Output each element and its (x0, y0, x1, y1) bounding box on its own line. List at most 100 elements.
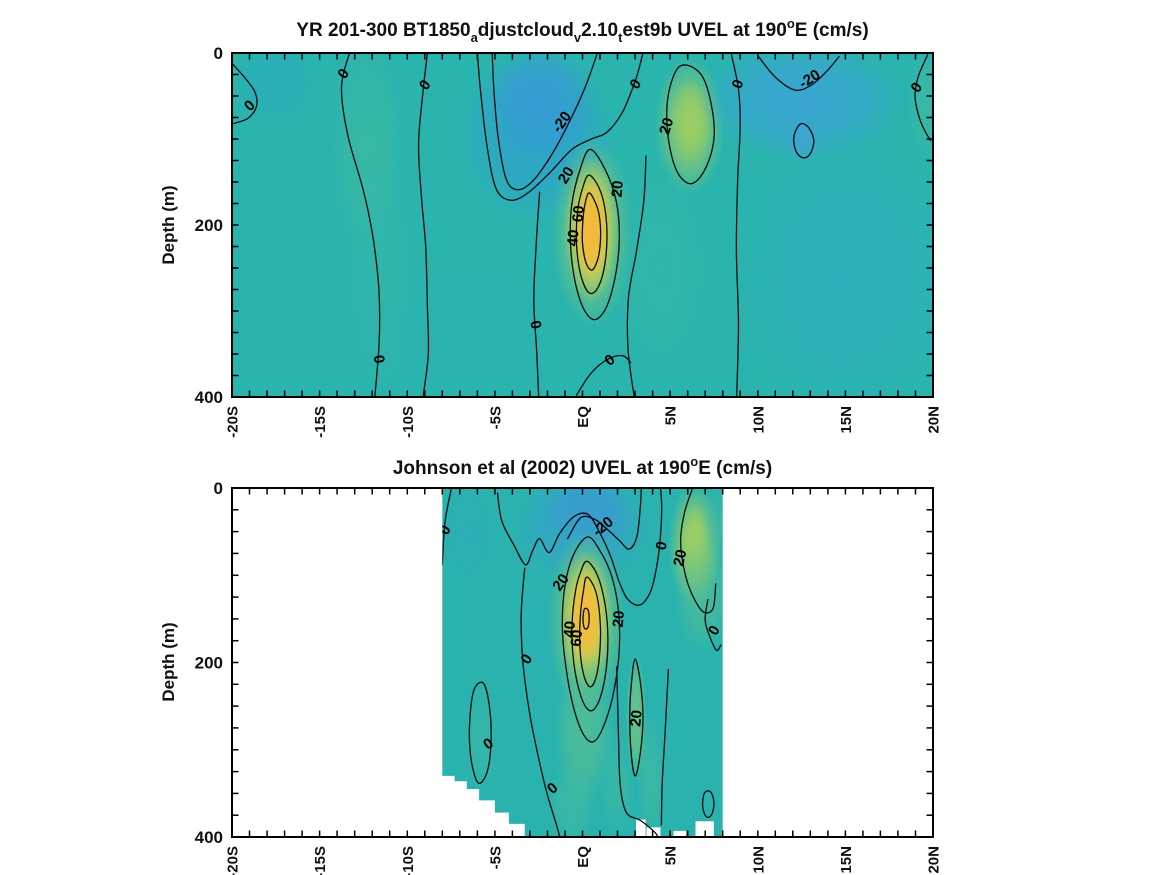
x-tick-label: EQ (575, 406, 592, 428)
contour-label: 20 (670, 548, 690, 568)
contour-line-level-20 (561, 536, 621, 743)
x-tick-label: -15S (312, 846, 329, 875)
contour-label: 40 (561, 620, 579, 638)
x-tick-label: EQ (575, 846, 592, 868)
contour-line-level--20 (793, 122, 815, 159)
contour-label: 20 (555, 164, 578, 187)
y-axis-label-top: Depth (m) (159, 185, 178, 264)
contour-line-level-0 (442, 489, 452, 566)
contour-line-level-60 (581, 192, 602, 271)
y-tick-label: 200 (195, 654, 223, 673)
contour-line-level-40 (575, 174, 608, 295)
y-tick-label: 0 (214, 479, 223, 498)
contour-line-level-0 (730, 54, 741, 396)
x-tick-label: 20N (926, 406, 943, 434)
x-tick-label: -20S (225, 406, 242, 438)
color-field-blob (731, 130, 933, 397)
contour-label: 60 (569, 205, 587, 223)
color-field-blob (608, 156, 715, 380)
contour-line-level-0 (660, 668, 670, 826)
contour-label: 20 (656, 116, 677, 137)
color-field-blob (701, 488, 723, 558)
color-field-blob (466, 684, 496, 790)
missing-data-gap (646, 827, 661, 837)
x-tick-label: -10S (400, 406, 417, 438)
color-field-blob (442, 488, 501, 593)
color-field-blob (673, 531, 723, 654)
contour-line-level-0 (533, 191, 541, 397)
y-tick-label: 0 (214, 44, 223, 63)
color-field-blob (232, 53, 322, 127)
contour-line-level-0 (626, 155, 647, 397)
color-field-blob (573, 177, 609, 281)
missing-data-gap (695, 821, 714, 837)
contour-label: 40 (564, 229, 582, 247)
contour-label: 20 (549, 571, 572, 594)
x-tick-label: -10S (400, 846, 417, 875)
contour-line-level-0 (340, 53, 381, 397)
contour-line-level-0 (496, 488, 663, 606)
color-field-blob (649, 680, 692, 820)
contour-line-level-0 (616, 666, 659, 837)
color-field-blob (381, 259, 557, 397)
contour-label: 60 (568, 629, 586, 647)
contour-line-level-60 (578, 576, 602, 688)
contour-line-level-20 (629, 658, 644, 777)
contour-line-level-0 (914, 54, 932, 142)
y-tick-label: 200 (195, 216, 223, 235)
x-tick-label: 10N (750, 406, 767, 434)
axis-ticks (231, 487, 934, 838)
contour-line-level-0 (476, 53, 644, 201)
contour-line-level-0 (701, 790, 715, 818)
y-tick-label: 400 (195, 828, 223, 847)
contour-line-level-0 (520, 567, 561, 837)
x-tick-label: -5S (487, 846, 504, 869)
x-tick-label: 5N (663, 406, 680, 425)
contour-label: 0 (370, 354, 388, 365)
contour-line-level-0 (417, 53, 430, 397)
contour-line-level-0 (704, 599, 722, 652)
contour-line-level-20 (679, 489, 717, 614)
missing-data-gap (636, 819, 646, 837)
x-tick-label: -15S (312, 406, 329, 438)
x-tick-label: 15N (838, 406, 855, 434)
color-field-blob (600, 732, 635, 837)
contour-label: 20 (609, 180, 627, 198)
color-field-blob (906, 53, 933, 161)
color-field-blob (569, 569, 603, 666)
contour-line-level--20 (566, 489, 642, 550)
y-tick-label: 400 (195, 388, 223, 407)
color-field-blob (549, 758, 595, 837)
panel-title-top: YR 201-300 BT1850adjustcloudv2.10test9b … (296, 16, 868, 45)
contour-line-level--20 (757, 54, 840, 91)
missing-data-gap (673, 830, 686, 837)
contour-line-level-0 (468, 681, 492, 784)
contour-line-level-0 (232, 62, 258, 125)
x-tick-label: 10N (750, 846, 767, 874)
x-tick-label: -5S (487, 406, 504, 429)
contour-label: 0 (653, 540, 671, 552)
x-tick-label: -20S (225, 846, 242, 875)
y-axis-label-bottom: Depth (m) (159, 622, 178, 701)
x-tick-label: 15N (838, 846, 855, 874)
x-tick-label: 5N (663, 846, 680, 865)
contour-label: 0 (526, 319, 544, 330)
contour-line-level-20 (569, 148, 621, 321)
contour-line-level-20 (666, 64, 715, 185)
panel-title-bottom: Johnson et al (2002) UVEL at 190oE (cm/s… (393, 454, 772, 479)
contour-line-level-40 (571, 560, 609, 712)
contour-line-level-0 (575, 354, 632, 396)
contour-line-level--20 (491, 53, 599, 191)
contour-line-level-80 (582, 607, 590, 630)
x-tick-label: 20N (926, 846, 943, 874)
color-field-blob (512, 522, 565, 733)
contour-label: 20 (610, 610, 628, 628)
axis-ticks (231, 52, 934, 398)
